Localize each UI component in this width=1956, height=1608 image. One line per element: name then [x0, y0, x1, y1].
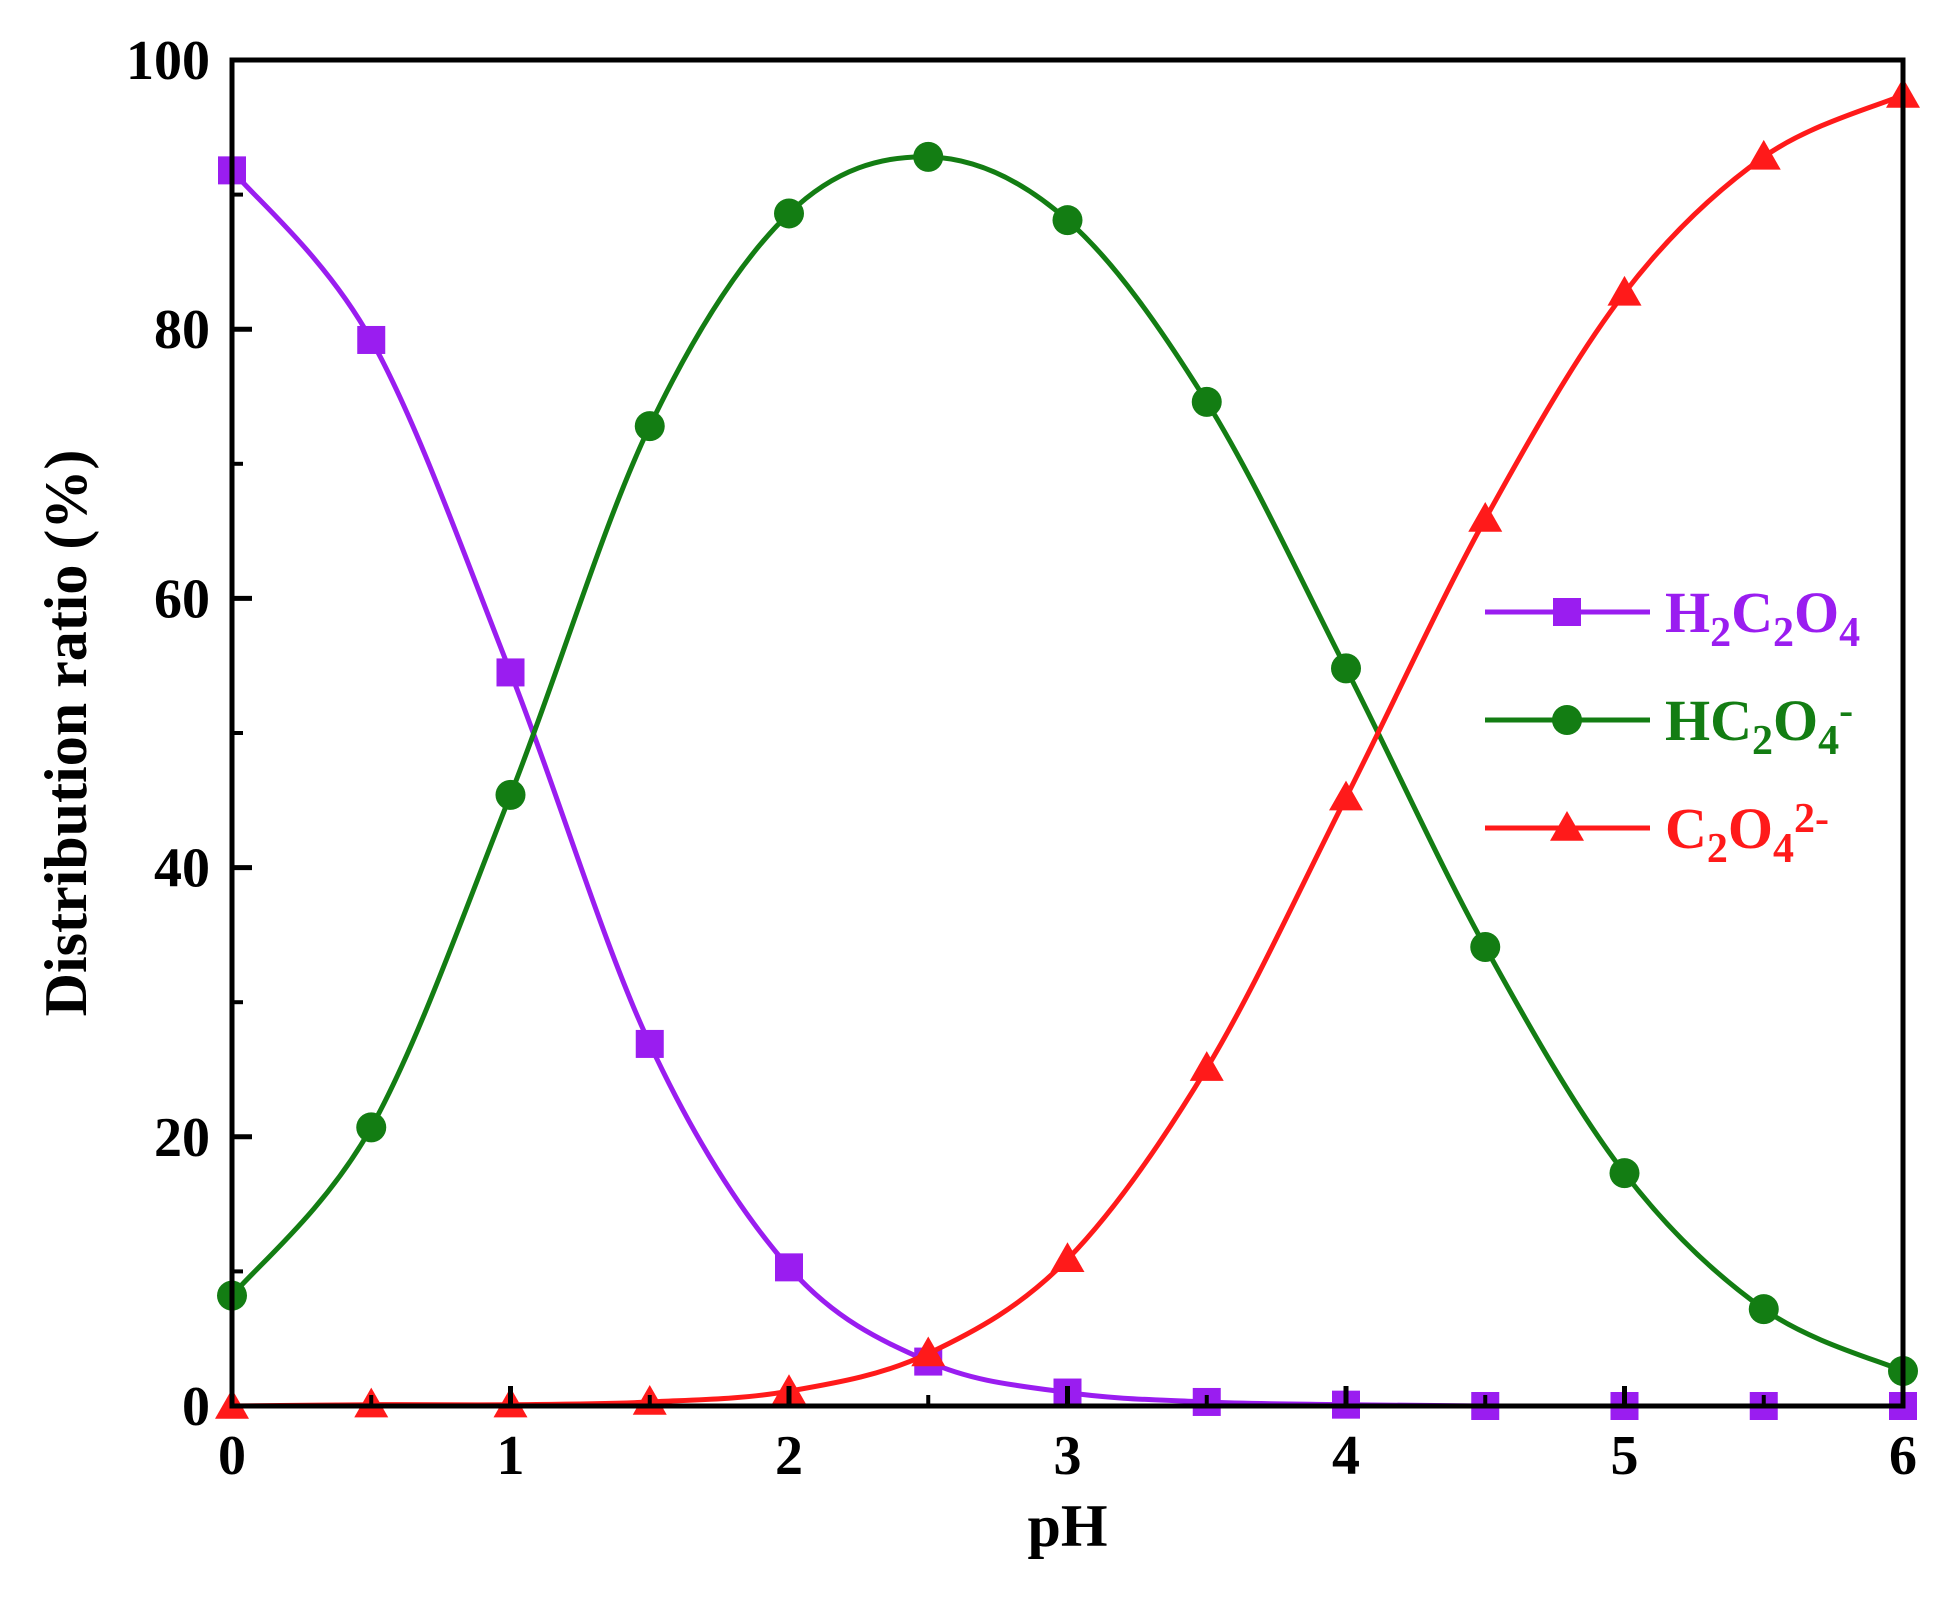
data-point-c2o4: [1607, 275, 1642, 306]
legend-label-part: 2: [1707, 826, 1728, 872]
legend-marker: [1552, 705, 1582, 735]
data-point-h2c2o4: [635, 1029, 664, 1058]
y-tick-label: 0: [182, 1376, 210, 1438]
legend-label-part: H: [1665, 580, 1710, 645]
series-line-hc2o4: [232, 154, 1903, 1374]
legend-label-part: 2: [1773, 610, 1794, 656]
axis-ticks: [229, 57, 1906, 1409]
data-point-hc2o4: [495, 779, 526, 810]
data-point-c2o4: [911, 1336, 946, 1367]
data-point-h2c2o4: [775, 1253, 803, 1282]
data-point-hc2o4: [1470, 932, 1501, 963]
legend-marker: [1553, 598, 1581, 626]
legend-label-part: 2: [1710, 610, 1731, 656]
legend-label-part: C: [1731, 580, 1773, 645]
data-point-c2o4: [1050, 1242, 1085, 1273]
x-tick-label: 6: [1889, 1425, 1917, 1487]
y-tick-label: 20: [154, 1107, 210, 1169]
legend-label-part: O: [1728, 796, 1773, 861]
legend-label-part: 4: [1773, 826, 1794, 872]
x-tick-label: 4: [1332, 1425, 1360, 1487]
data-point-c2o4: [1329, 780, 1363, 811]
legend-label-part: 4: [1839, 610, 1860, 656]
legend-entry-hc2o4: HC2O4-: [1485, 688, 1853, 764]
legend-label-part: 2: [1752, 718, 1773, 764]
data-point-hc2o4: [774, 198, 804, 229]
y-axis-title: Distribution ratio (%): [33, 450, 99, 1017]
legend-label-part: HC: [1665, 688, 1752, 753]
data-point-c2o4: [1468, 501, 1503, 532]
data-point-hc2o4: [913, 141, 944, 172]
legend-label-part: 4: [1818, 718, 1839, 764]
x-tick-label: 1: [497, 1425, 525, 1487]
legend-marker: [1550, 811, 1584, 841]
data-point-h2c2o4: [496, 658, 525, 687]
data-point-c2o4: [1189, 1051, 1224, 1081]
legend-label-part: 2-: [1794, 796, 1829, 842]
legend-label-part: O: [1794, 580, 1839, 645]
data-point-hc2o4: [356, 1112, 387, 1143]
legend-label: C2O42-: [1665, 796, 1829, 872]
y-tick-label: 40: [154, 838, 210, 900]
y-tick-label: 80: [154, 299, 210, 361]
legend-label: H2C2O4: [1665, 580, 1860, 656]
series-h2c2o4: [218, 156, 1917, 1420]
legend-label: HC2O4-: [1665, 688, 1853, 764]
legend-entry-c2o4: C2O42-: [1485, 796, 1829, 872]
data-point-hc2o4: [1748, 1294, 1779, 1325]
data-point-hc2o4: [634, 411, 665, 442]
legend-label-part: -: [1839, 688, 1853, 734]
series-line-h2c2o4: [232, 168, 1903, 1406]
series-hc2o4: [217, 141, 1918, 1387]
data-point-c2o4: [1746, 139, 1781, 170]
x-tick-label: 0: [218, 1425, 246, 1487]
legend-label-part: C: [1665, 796, 1707, 861]
data-point-hc2o4: [1052, 205, 1083, 236]
data-point-hc2o4: [1609, 1158, 1640, 1189]
x-tick-label: 3: [1054, 1425, 1082, 1487]
legend-label-part: O: [1773, 688, 1818, 753]
x-tick-label: 2: [775, 1425, 803, 1487]
data-point-hc2o4: [1191, 386, 1222, 417]
legend-entry-h2c2o4: H2C2O4: [1485, 580, 1860, 656]
y-tick-label: 60: [154, 568, 210, 630]
x-tick-label: 5: [1611, 1425, 1639, 1487]
series-layer: [215, 77, 1920, 1420]
data-point-h2c2o4: [357, 325, 386, 354]
x-axis-title: pH: [1027, 1493, 1107, 1559]
y-tick-label: 100: [126, 30, 210, 92]
data-point-hc2o4: [1331, 653, 1361, 684]
